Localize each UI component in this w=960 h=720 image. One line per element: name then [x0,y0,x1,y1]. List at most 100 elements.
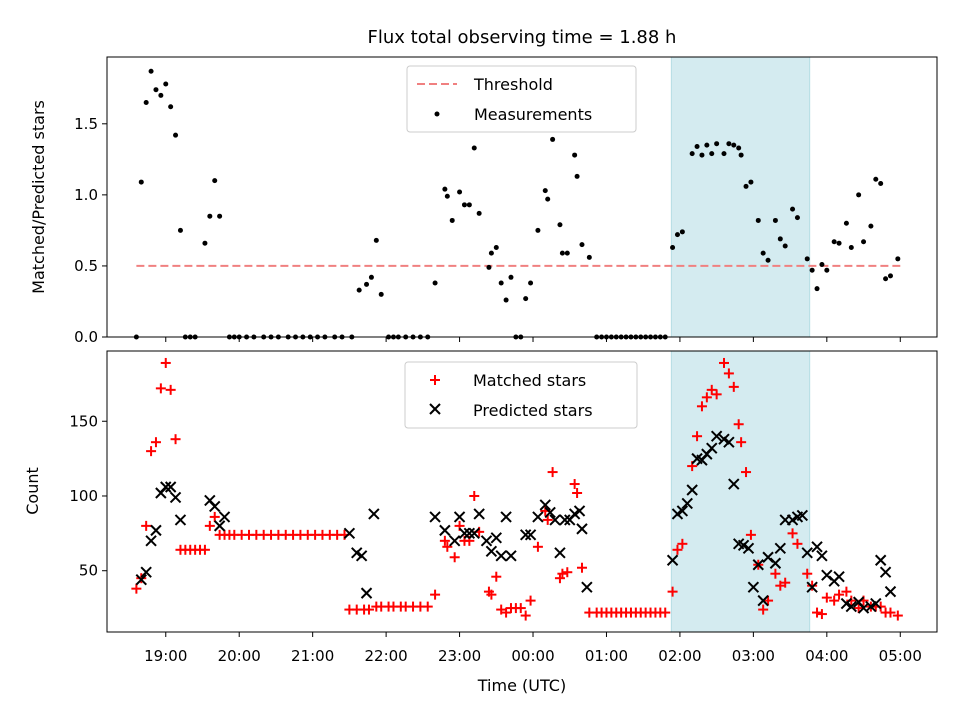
measurement-point [679,229,685,235]
predicted-star-point [747,581,760,593]
matched-star-point [199,544,210,555]
measurement-point [738,152,744,158]
bottom-xtick-label: 01:00 [585,647,628,665]
predicted-star-point [468,527,480,540]
measurement-point [782,243,788,249]
predicted-star-point [757,594,769,607]
bottom-legend-matched-label: Matched stars [473,371,586,390]
measurement-point [574,173,580,179]
measurement-point [586,254,592,260]
predicted-star-point [368,508,380,520]
bottom-xtick-label: 04:00 [805,647,848,665]
top-plot-frame [106,56,938,338]
predicted-star-point [559,514,571,526]
matched-star-point [525,595,536,606]
measurement-point [217,213,223,219]
bottom-ytick-label: 50 [79,562,98,580]
matched-star-point [576,562,587,573]
top-panel: 0.0 0.5 1.0 1.5 Matched/Predicted stars Thr… [29,56,938,346]
predicted-star-point [710,430,723,442]
predicted-star-point [581,581,593,593]
measurement-point [545,196,551,202]
matched-star-point [829,595,840,606]
measurement-point [819,262,825,268]
measurement-point [207,213,213,219]
matched-star-point [486,589,497,600]
matched-star-point [170,434,181,445]
top-ytick-label: 1.0 [74,186,98,204]
predicted-star-point [532,511,544,523]
bottom-xtick-label: 23:00 [438,647,481,665]
measurement-point [486,264,492,270]
predicted-star-point [145,535,157,547]
predicted-star-point [884,585,897,598]
matched-star-point [501,607,512,618]
measurement-point [378,291,384,297]
predicted-star-point [429,511,441,523]
predicted-star-point [490,532,502,544]
matched-star-point [155,383,166,394]
top-legend-box [406,65,637,133]
matched-star-point [141,520,152,531]
measurement-point [158,92,164,98]
bottom-ytick-label: 100 [69,487,98,505]
bottom-xtick-label: 02:00 [658,647,701,665]
measurement-point [559,250,565,256]
predicted-star-point [519,529,532,541]
bottom-legend-predicted-label: Predicted stars [473,401,593,420]
measurement-point [143,99,149,105]
predicted-star-point [539,499,551,511]
matched-star-point [728,381,739,392]
bottom-xtick-label: 21:00 [291,647,334,665]
measurement-point [432,280,438,286]
measurement-point [557,222,563,228]
measurement-point [731,142,737,148]
matched-star-point [165,384,176,395]
measurement-point [689,151,695,157]
matched-star-point [802,568,813,579]
predicted-star-point [360,587,373,599]
predicted-star-point [752,559,764,571]
measurement-point [848,244,854,250]
measurement-point [493,244,499,250]
bottom-x-axis: 19:00 20:00 21:00 22:00 23:00 00:00 01:00 02:00… [144,632,922,665]
measurement-point [883,276,889,282]
measurement-point [503,297,509,303]
matched-star-point [758,604,769,615]
matched-star-point [131,583,142,594]
measurement-point [704,142,710,148]
measurement-point [373,237,379,243]
matched-star-point [677,538,688,549]
measurement-point [476,210,482,216]
predicted-star-point [796,509,809,522]
matched-star-point [885,607,896,618]
predicted-star-point [160,481,172,493]
measurement-point [212,178,218,184]
predicted-star-point [485,545,498,557]
measurement-point [868,223,874,229]
predicted-star-point [500,511,512,523]
top-y-axis-label: Matched/Predicted stars [29,100,48,294]
matched-star-point [569,479,580,490]
matched-star-point [136,573,147,584]
measurement-point [794,215,800,221]
measurement-point [755,217,761,223]
measurement-point [831,239,837,245]
predicted-star-point [213,520,226,532]
bottom-legend: Matched stars Predicted stars [404,361,638,429]
matched-star-point [834,589,845,600]
matched-star-point [701,392,712,403]
predicted-star-point [833,570,845,583]
matched-star-point [422,601,433,612]
measurement-point [508,274,514,280]
measurement-point [674,232,680,238]
predicted-star-point [495,550,507,562]
predicted-star-point [480,535,493,547]
predicted-star-point [150,524,162,537]
matched-star-point [763,595,774,606]
measurement-point [777,236,783,242]
measurement-point [887,273,893,279]
measurement-point [173,132,179,138]
predicted-star-point [576,523,588,535]
matched-star-point [807,580,818,591]
